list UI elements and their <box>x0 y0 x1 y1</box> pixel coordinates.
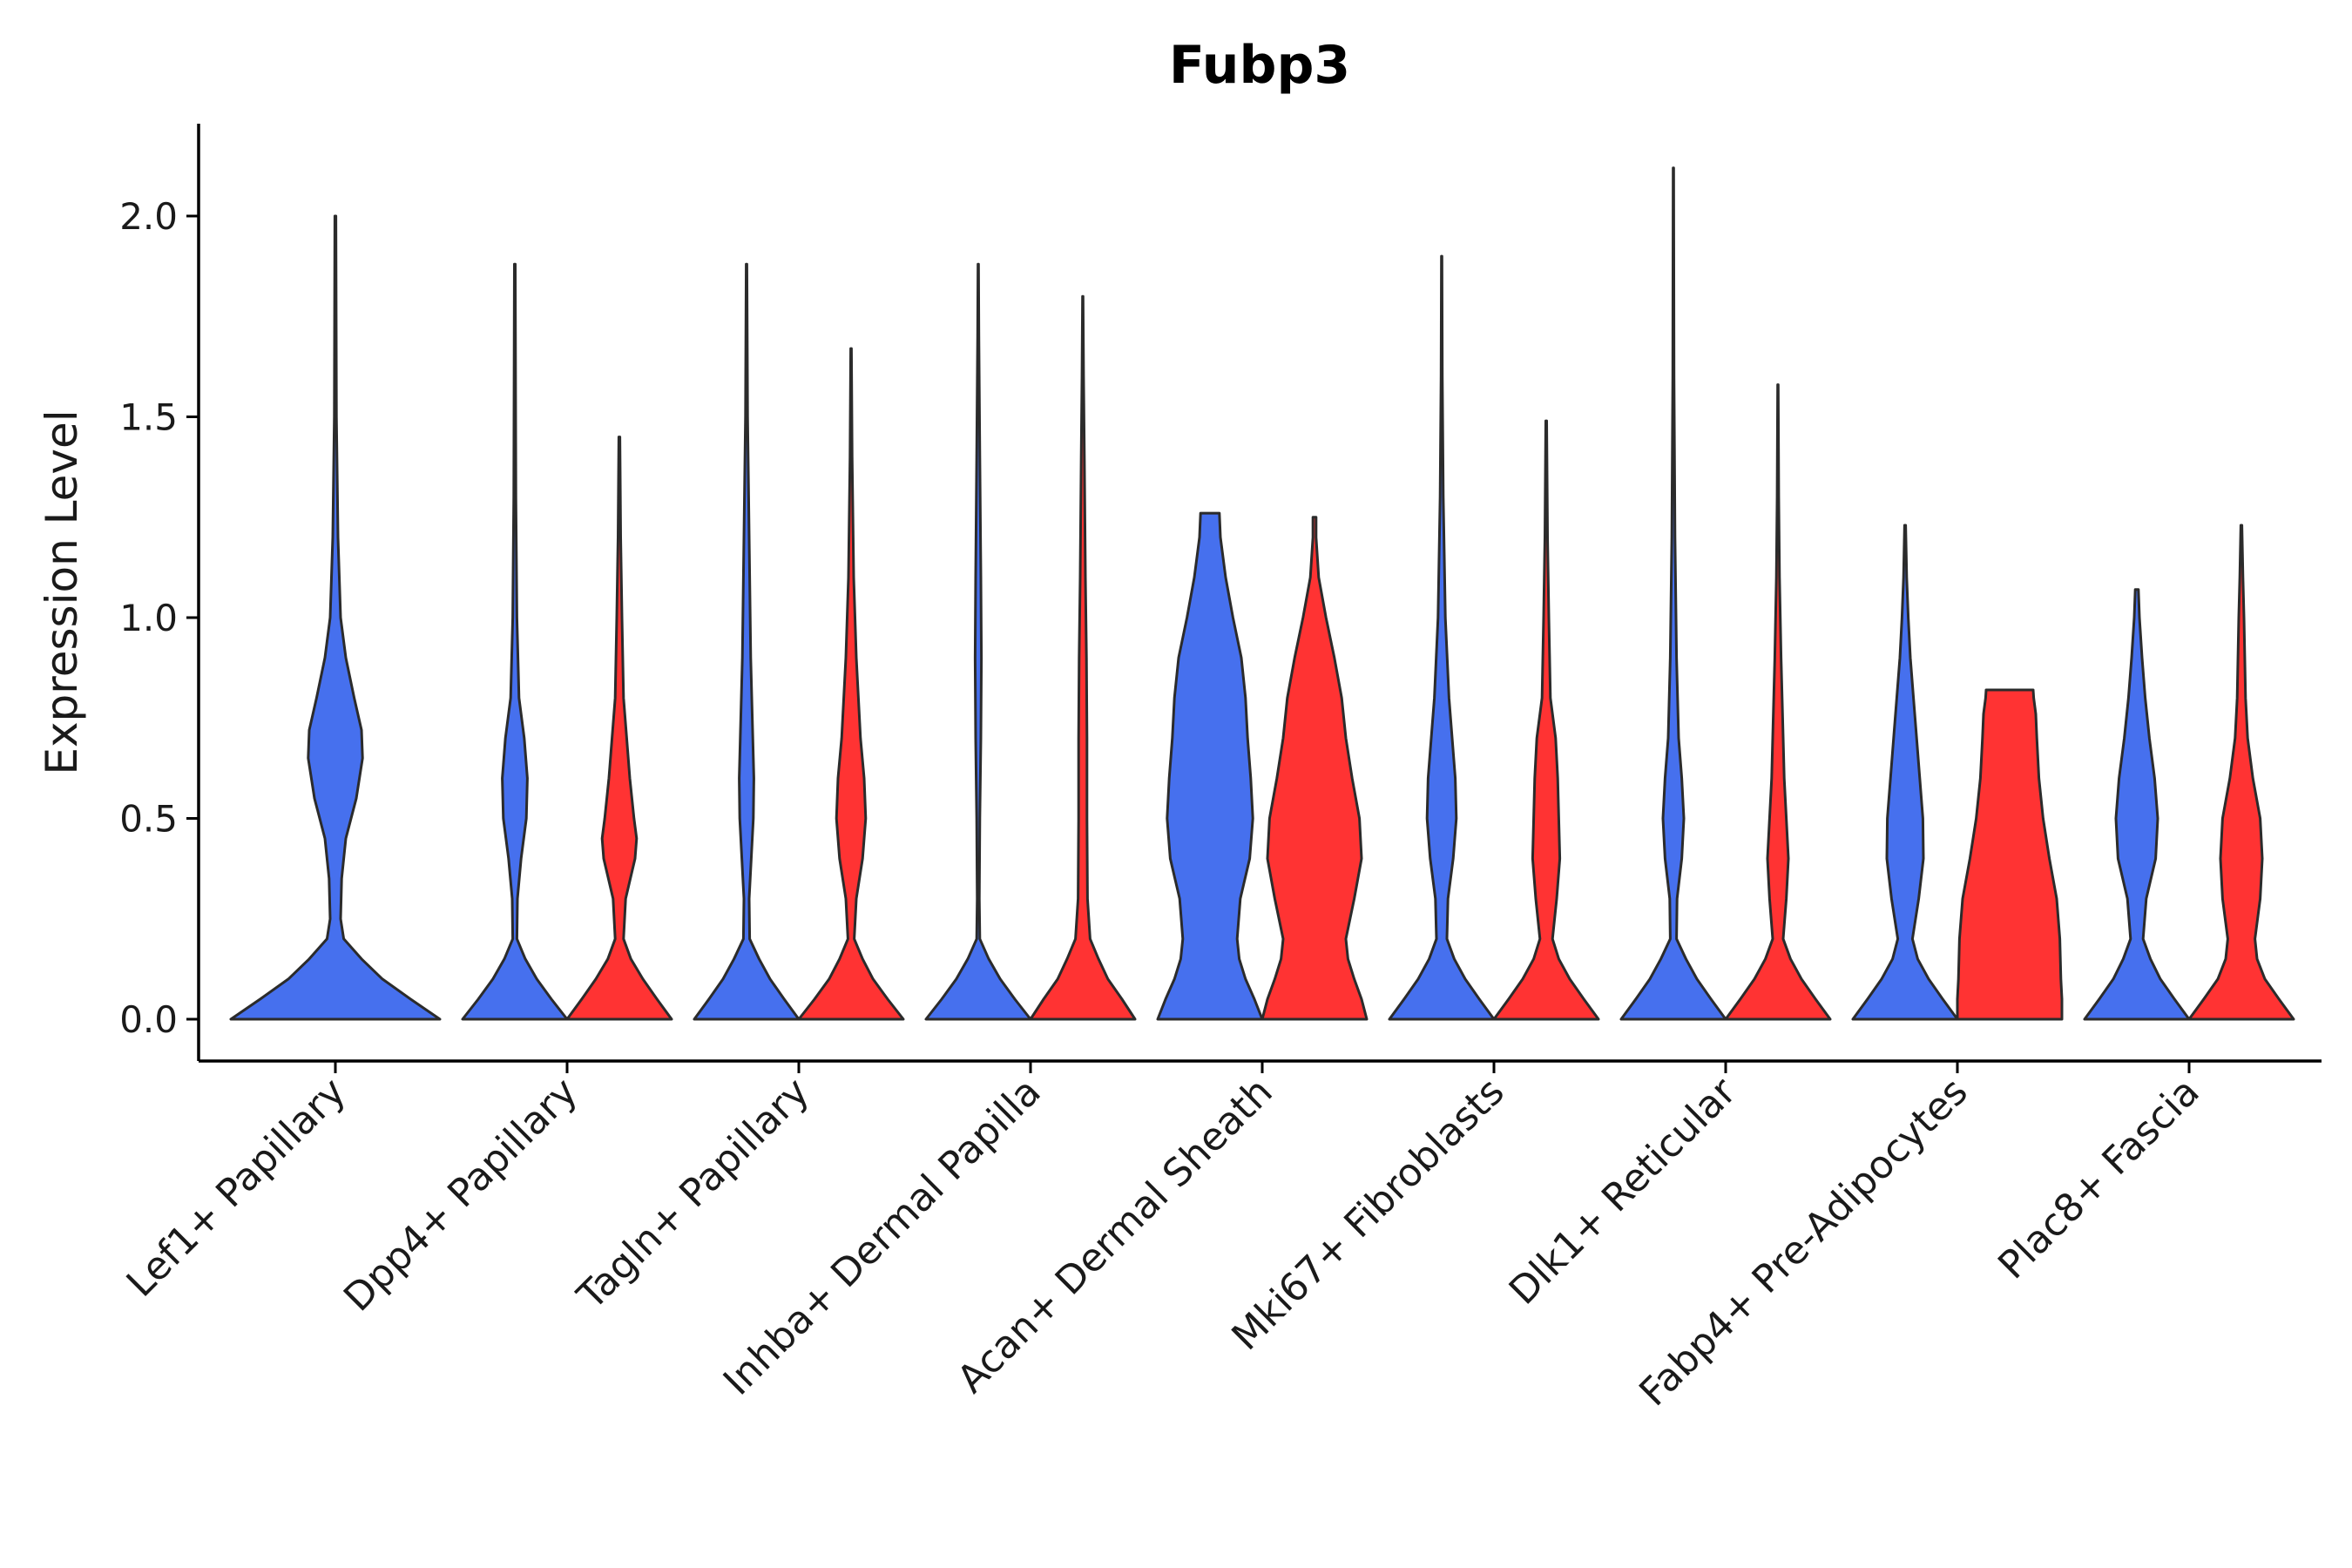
violin-5-red <box>1260 516 1369 1021</box>
y-tick-label: 0.5 <box>119 798 178 841</box>
x-tick-label: Dlk1+ Reticular <box>1501 1069 1746 1314</box>
violin-4-blue <box>924 262 1032 1021</box>
violin-8-red <box>1956 688 2064 1021</box>
y-tick-label: 0.0 <box>119 998 178 1041</box>
violin-5-blue <box>1156 511 1264 1021</box>
x-tick-label: Lef1+ Papillary <box>118 1070 355 1306</box>
y-axis-label: Expression Level <box>37 409 87 774</box>
violin-4-red <box>1029 294 1137 1021</box>
violin-8-blue <box>1851 524 1959 1021</box>
violin-2-red <box>565 436 673 1021</box>
violin-2-blue <box>461 262 569 1021</box>
y-tick-label: 2.0 <box>119 195 178 238</box>
y-tick-label: 1.5 <box>119 396 178 439</box>
x-tick-label: Plac8+ Fascia <box>1990 1070 2208 1288</box>
y-tick-label: 1.0 <box>119 597 178 639</box>
violin-3-blue <box>693 262 801 1021</box>
chart-title: Fubp3 <box>1169 35 1350 96</box>
violin-7-red <box>1724 383 1832 1021</box>
violin-7-blue <box>1619 166 1727 1021</box>
x-tick-label: Dpp4+ Papillary <box>335 1070 586 1321</box>
x-tick-label: Tagln+ Papillary <box>569 1070 818 1319</box>
violins-group <box>229 166 2295 1021</box>
violin-6-red <box>1492 419 1600 1021</box>
violin-6-blue <box>1388 254 1496 1021</box>
violin-9-blue <box>2083 588 2191 1021</box>
violin-9-red <box>2187 524 2295 1021</box>
violin-3-red <box>797 347 905 1021</box>
violin-1-blue <box>229 214 442 1021</box>
